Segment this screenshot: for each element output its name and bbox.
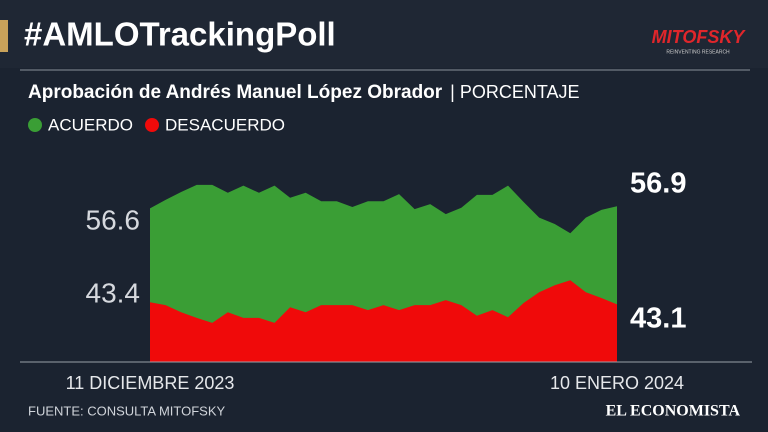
logo-tagline: REINVENTING RESEARCH — [666, 49, 730, 55]
start-value-label: 56.6 — [86, 204, 141, 235]
legend-label: ACUERDO — [48, 115, 133, 134]
source: FUENTE: CONSULTA MITOFSKY — [28, 403, 226, 418]
page-title: #AMLOTrackingPoll — [24, 16, 336, 53]
brand: EL ECONOMISTA — [606, 403, 741, 420]
legend-swatch — [28, 118, 42, 132]
x-tick-label: 11 DICIEMBRE 2023 — [66, 373, 235, 393]
area — [150, 280, 617, 362]
logo: MITOFSKY — [652, 27, 747, 47]
header-band — [0, 0, 768, 68]
chart-subtitle: | PORCENTAJE — [450, 82, 579, 102]
end-value-label: 43.1 — [630, 303, 686, 335]
start-value-label: 43.4 — [86, 277, 141, 308]
legend-swatch — [145, 118, 160, 132]
legend-label: DESACUERDO — [165, 115, 285, 134]
chart-title: Aprobación de Andrés Manuel López Obrado… — [28, 82, 443, 103]
accent-bar — [0, 20, 8, 52]
end-value-label: 56.9 — [630, 168, 686, 200]
x-tick-label: 10 ENERO 2024 — [550, 373, 684, 393]
